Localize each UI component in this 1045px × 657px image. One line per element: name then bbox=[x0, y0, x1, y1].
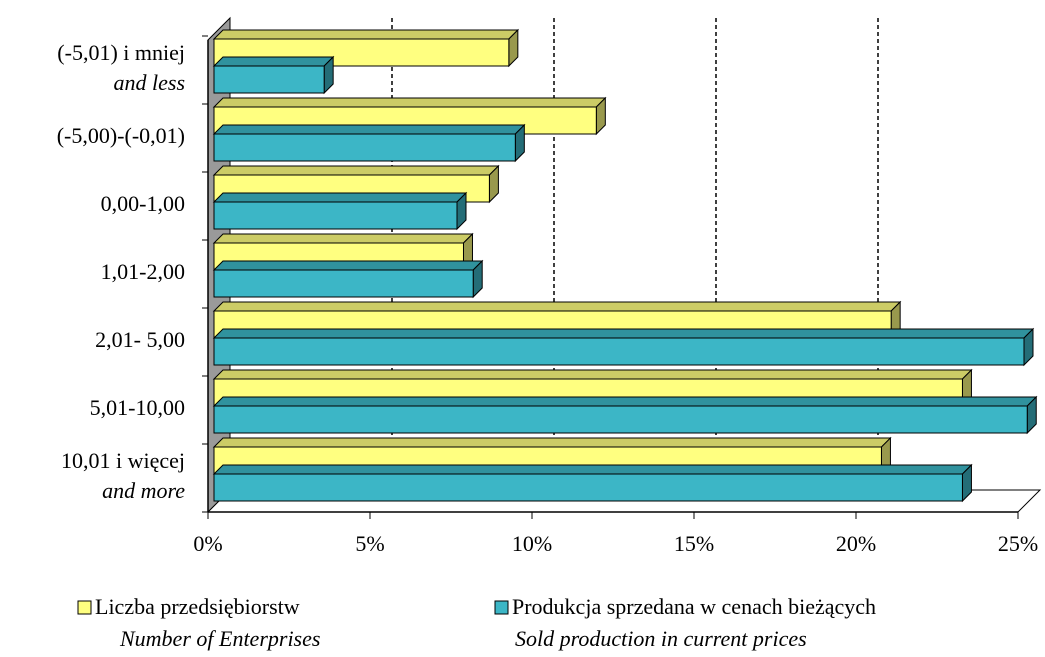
y-tick-label: (-5,01) i mniej bbox=[57, 40, 185, 65]
bar-face bbox=[212, 464, 973, 475]
x-tick-label: 20% bbox=[836, 531, 876, 556]
bar-face bbox=[213, 201, 458, 230]
bar-face bbox=[212, 165, 500, 176]
legend-label: Sold production in current prices bbox=[515, 626, 807, 651]
bar-face bbox=[212, 233, 474, 244]
legend-label: Number of Enterprises bbox=[119, 626, 320, 651]
y-tick-label: 2,01- 5,00 bbox=[95, 327, 185, 352]
y-tick-label: 10,01 i więcej bbox=[61, 448, 185, 473]
bar-face bbox=[213, 269, 474, 298]
legend-label: Produkcja sprzedana w cenach bieżących bbox=[512, 594, 876, 619]
bar-face bbox=[212, 97, 607, 108]
bar bbox=[212, 123, 526, 163]
bar-face bbox=[213, 133, 516, 162]
bar-face bbox=[212, 56, 335, 67]
bar-face bbox=[213, 65, 325, 94]
bar-face bbox=[212, 29, 520, 40]
bar-face bbox=[212, 192, 468, 203]
legend-label: Liczba przedsiębiorstw bbox=[95, 594, 300, 619]
bar-face bbox=[213, 473, 963, 502]
bar bbox=[212, 395, 1038, 435]
x-tick-label: 15% bbox=[674, 531, 714, 556]
bar bbox=[212, 55, 335, 95]
y-tick-label: 1,01-2,00 bbox=[101, 259, 185, 284]
x-tick-label: 0% bbox=[193, 531, 222, 556]
bar bbox=[212, 327, 1035, 367]
y-tick-label: 0,00-1,00 bbox=[101, 191, 185, 216]
bar bbox=[212, 191, 468, 231]
bar-face bbox=[212, 301, 902, 312]
x-tick-label: 5% bbox=[355, 531, 384, 556]
bar-face bbox=[212, 124, 526, 135]
bar-face bbox=[212, 328, 1035, 339]
bar-face bbox=[213, 337, 1025, 366]
legend-swatch bbox=[494, 600, 509, 615]
legend-swatch bbox=[77, 600, 92, 615]
x-tick-label: 10% bbox=[512, 531, 552, 556]
bar-face bbox=[212, 369, 973, 380]
bar-face bbox=[212, 437, 892, 448]
y-tick-label: 5,01-10,00 bbox=[90, 395, 185, 420]
bar bbox=[212, 463, 973, 503]
bar bbox=[212, 259, 484, 299]
y-tick-label: (-5,00)-(-0,01) bbox=[57, 123, 185, 148]
y-tick-label: and more bbox=[102, 478, 185, 503]
bar-face bbox=[213, 405, 1028, 434]
bar-face bbox=[212, 260, 484, 271]
x-tick-label: 25% bbox=[998, 531, 1038, 556]
bar-face bbox=[212, 396, 1038, 407]
y-tick-label: and less bbox=[114, 70, 186, 95]
